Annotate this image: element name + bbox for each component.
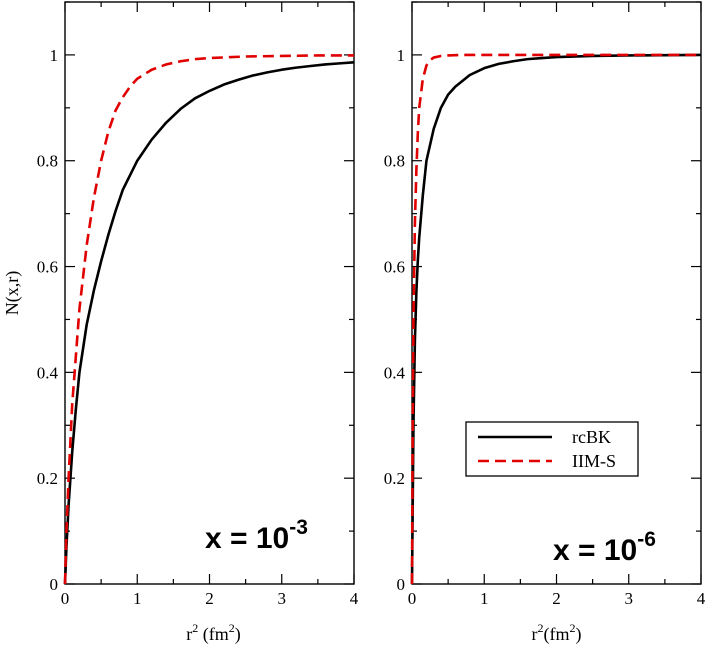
x-axis-title-sup: 2 bbox=[538, 621, 544, 635]
legend-label: rcBK bbox=[572, 427, 611, 447]
y-tick-label: 0.2 bbox=[37, 469, 58, 488]
legend: rcBK IIM-S bbox=[465, 421, 639, 477]
y-axis-title: N(x,r) bbox=[2, 271, 23, 315]
legend-box bbox=[465, 421, 639, 477]
y-tick-label: 1 bbox=[397, 46, 406, 65]
x-tick-label: 3 bbox=[278, 589, 287, 608]
x-axis-title: r2 (fm2) bbox=[186, 621, 241, 645]
x-tick-label: 1 bbox=[480, 589, 489, 608]
annotation-exponent: -6 bbox=[637, 528, 656, 551]
x-axis-title-main: r bbox=[186, 624, 192, 644]
x-axis-title-unit: (fm bbox=[198, 624, 229, 645]
y-tick-label: 0.8 bbox=[37, 152, 58, 171]
x-tick-label: 1 bbox=[133, 589, 142, 608]
plot-frame bbox=[64, 1, 355, 585]
y-tick-label: 0.6 bbox=[37, 258, 58, 277]
x-tick-label: 2 bbox=[205, 589, 214, 608]
x-axis-title: r2(fm2) bbox=[532, 621, 582, 645]
x-tick-label: 0 bbox=[408, 589, 417, 608]
x-axis-title-sup: 2 bbox=[192, 621, 198, 635]
x-tick-label: 2 bbox=[552, 589, 561, 608]
x-axis-title-unit-sup: 2 bbox=[229, 621, 235, 635]
x-tick-label: 0 bbox=[61, 589, 70, 608]
y-tick-label: 1 bbox=[50, 46, 59, 65]
annotation-x-value: x = 10-6 bbox=[553, 528, 656, 567]
x-tick-label: 4 bbox=[350, 589, 359, 608]
y-tick-label: 0.4 bbox=[384, 363, 406, 382]
series-line-iim-s bbox=[63, 54, 354, 585]
x-axis-title-unit-sup: 2 bbox=[570, 621, 576, 635]
y-tick-label: 0.2 bbox=[384, 469, 405, 488]
x-axis-title-unit-close: ) bbox=[576, 624, 582, 645]
y-tick-label: 0.8 bbox=[384, 152, 405, 171]
x-tick-label: 4 bbox=[697, 589, 706, 608]
x-axis-title-unit-close: ) bbox=[235, 624, 241, 645]
y-tick-label: 0 bbox=[50, 575, 59, 594]
annotation-x-value: x = 10-3 bbox=[205, 516, 308, 555]
series-line-rcbk bbox=[63, 61, 355, 585]
series-line-iim-s bbox=[410, 53, 701, 585]
x-tick-label: 3 bbox=[625, 589, 634, 608]
series-line-rcbk bbox=[410, 53, 702, 585]
annotation-exponent: -3 bbox=[289, 516, 308, 539]
y-tick-label: 0 bbox=[397, 575, 406, 594]
annotation-base: x = 10 bbox=[205, 522, 289, 555]
annotation-base: x = 10 bbox=[553, 534, 637, 567]
x-axis-title-unit: (fm bbox=[544, 624, 570, 645]
legend-label: IIM-S bbox=[572, 451, 616, 471]
y-tick-label: 0.4 bbox=[37, 363, 59, 382]
x-axis-title-main: r bbox=[532, 624, 538, 644]
plot-frame bbox=[411, 1, 702, 585]
y-tick-label: 0.6 bbox=[384, 258, 405, 277]
